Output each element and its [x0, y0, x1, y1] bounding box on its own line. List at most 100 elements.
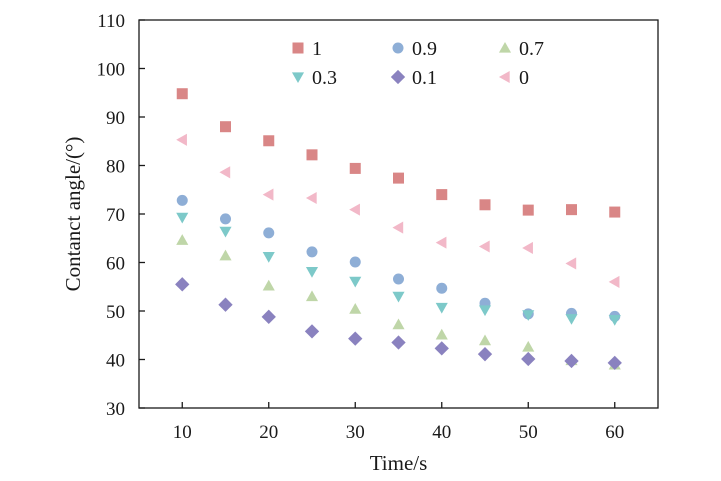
legend-marker	[390, 69, 406, 85]
data-point	[608, 315, 621, 326]
data-point	[349, 162, 361, 174]
data-point	[263, 227, 275, 239]
data-point	[349, 203, 360, 216]
data-point	[305, 290, 319, 302]
legend-item: 0.7	[498, 38, 544, 60]
legend-label: 0	[519, 67, 529, 89]
legend: 1 0.9 0.7 0.3 0.1 0	[291, 38, 544, 89]
data-point	[521, 351, 536, 367]
data-point	[220, 213, 231, 225]
legend-label: 0.9	[412, 38, 437, 60]
data-point	[261, 309, 276, 324]
data-point	[522, 241, 533, 254]
data-point	[220, 121, 231, 133]
data-point	[392, 291, 405, 303]
y-tick-label: 30	[106, 399, 125, 420]
data-point	[175, 277, 190, 292]
y-tick-label: 50	[106, 302, 125, 323]
series-1	[176, 88, 621, 218]
marks-layer	[175, 88, 622, 371]
data-point	[436, 282, 448, 294]
data-point	[176, 194, 188, 206]
y-tick-label: 70	[106, 205, 125, 226]
data-point	[478, 334, 492, 346]
x-tick-label: 10	[173, 422, 192, 443]
legend-label: 0.7	[519, 38, 544, 60]
data-point	[393, 273, 404, 285]
legend-marker	[498, 41, 512, 53]
data-point	[305, 191, 317, 205]
y-axis-title: Contanct angle/(°)	[61, 137, 85, 292]
series-0	[176, 133, 620, 288]
data-point	[477, 347, 493, 362]
data-point	[435, 328, 448, 340]
data-point	[522, 340, 535, 352]
data-point	[304, 324, 320, 339]
legend-item: 0.1	[390, 67, 437, 89]
data-point	[262, 252, 275, 263]
data-point	[306, 246, 318, 258]
x-tick-label: 50	[519, 422, 538, 443]
y-tick-label: 100	[97, 60, 126, 81]
data-point	[609, 206, 621, 218]
data-point	[522, 204, 534, 216]
data-point	[434, 341, 449, 356]
data-point	[566, 204, 577, 216]
data-point	[306, 149, 318, 161]
data-point	[349, 303, 362, 314]
data-point	[349, 256, 361, 268]
x-tick-label: 60	[605, 422, 624, 443]
x-tick-label: 20	[259, 422, 278, 443]
legend-item: 0.3	[291, 67, 337, 89]
data-point	[305, 267, 319, 278]
data-point	[435, 236, 447, 249]
data-point	[391, 335, 406, 350]
legend-item: 0	[498, 67, 529, 89]
data-point	[176, 212, 189, 224]
legend-label: 0.3	[312, 67, 337, 89]
legend-marker	[498, 70, 510, 84]
y-tick-label: 90	[106, 108, 125, 129]
legend-label: 1	[312, 38, 322, 60]
legend-marker	[392, 42, 404, 54]
x-axis-title: Time/s	[370, 451, 428, 475]
data-point	[435, 302, 448, 314]
data-point	[393, 172, 404, 184]
legend-marker	[292, 42, 304, 54]
data-point	[176, 133, 187, 146]
data-point	[478, 240, 490, 253]
series-0.3	[176, 212, 621, 326]
y-tick-label: 80	[106, 157, 125, 178]
data-point	[478, 305, 492, 317]
series-0.1	[175, 277, 622, 371]
data-point	[176, 234, 189, 245]
x-tick-label: 40	[432, 422, 451, 443]
data-point	[219, 226, 232, 238]
data-point	[349, 276, 362, 288]
data-point	[522, 310, 535, 321]
data-point	[392, 318, 405, 330]
legend-item: 0.9	[392, 38, 437, 60]
data-point	[218, 297, 233, 312]
y-tick-label: 60	[106, 254, 125, 275]
data-point	[607, 355, 622, 371]
data-point	[262, 279, 275, 291]
data-point	[219, 166, 231, 179]
y-tick-label: 110	[97, 11, 125, 32]
data-point	[392, 221, 404, 234]
data-point	[219, 249, 232, 261]
data-point	[263, 135, 275, 147]
data-point	[479, 199, 491, 211]
data-point	[176, 88, 188, 100]
data-point	[436, 189, 448, 201]
data-point	[348, 331, 363, 346]
legend-item: 1	[292, 38, 322, 60]
data-point	[564, 353, 579, 369]
legend-label: 0.1	[412, 67, 437, 89]
series-0.9	[176, 194, 621, 322]
data-point	[565, 314, 578, 325]
y-tick-label: 40	[106, 351, 125, 372]
legend-marker	[291, 72, 305, 84]
